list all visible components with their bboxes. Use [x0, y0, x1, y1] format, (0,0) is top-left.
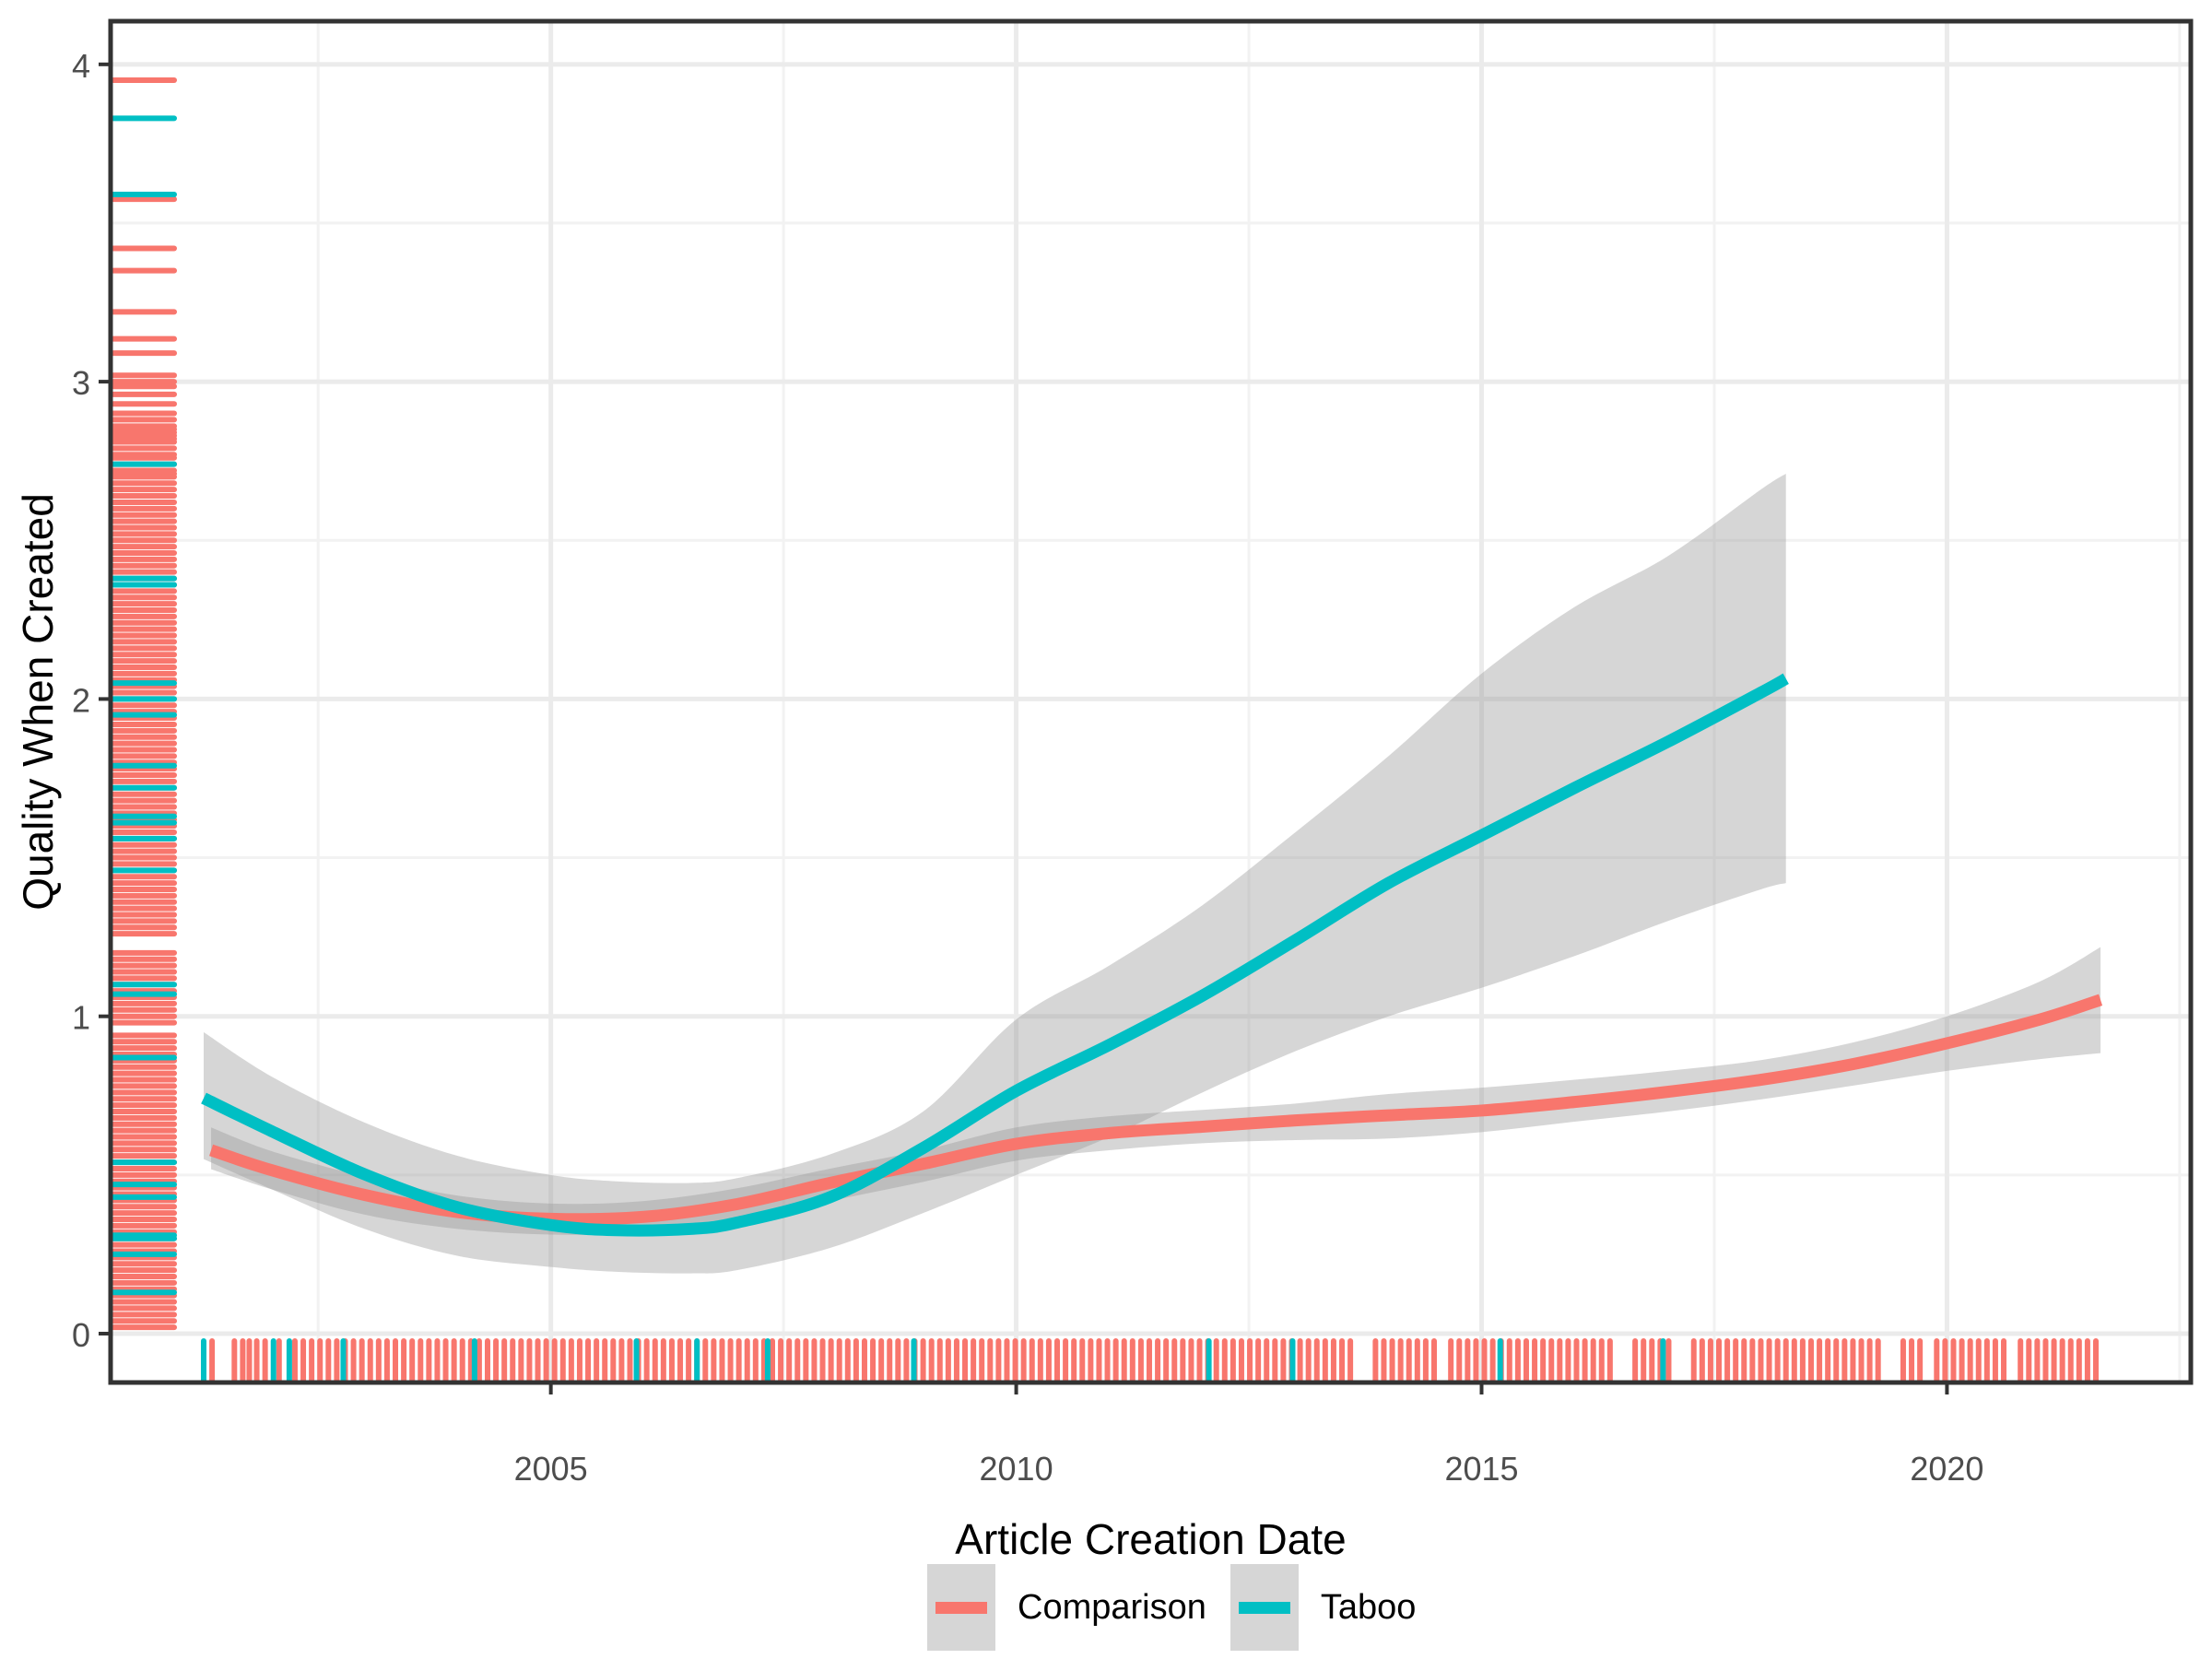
legend-key-taboo-icon: [1230, 1564, 1299, 1651]
x-tick-label: 2010: [980, 1450, 1053, 1488]
grid-minor-lines: [111, 21, 2191, 1382]
rug-left-comparison: [111, 77, 177, 1331]
axis-tick-labels: 0 1 2 3 4 2005 2010 2015 2020: [72, 47, 1983, 1488]
y-tick-label: 0: [72, 1316, 90, 1354]
grid-major-lines: [111, 21, 2191, 1382]
rug-left: [111, 77, 177, 1331]
legend: Comparison Taboo: [927, 1564, 1416, 1651]
x-axis-title: Article Creation Date: [955, 1515, 1346, 1563]
y-tick-label: 3: [72, 364, 90, 402]
smooth-line-taboo: [201, 673, 1789, 1237]
x-tick-label: 2020: [1910, 1450, 1983, 1488]
legend-key-comparison-icon: [927, 1564, 995, 1651]
confidence-ribbons: [203, 473, 2101, 1274]
x-tick-label: 2005: [514, 1450, 588, 1488]
comparison-line-swatch-icon: [935, 1601, 987, 1614]
rug-bottom-comparison: [209, 1338, 2099, 1383]
rug-left-taboo: [111, 115, 177, 1296]
x-tick-label: 2015: [1444, 1450, 1518, 1488]
panel-border: [108, 18, 2194, 1385]
y-tick-label: 4: [72, 47, 90, 85]
rug-bottom: [200, 1338, 2099, 1383]
legend-label-taboo: Taboo: [1320, 1588, 1417, 1627]
smooth-lines: [201, 673, 2103, 1237]
y-tick-label: 1: [72, 999, 90, 1037]
legend-item-comparison: Comparison: [927, 1564, 1206, 1651]
legend-item-taboo: Taboo: [1230, 1564, 1417, 1651]
rug-bottom-taboo: [200, 1338, 1666, 1383]
legend-label-comparison: Comparison: [1018, 1588, 1206, 1627]
taboo-line-swatch-icon: [1238, 1601, 1290, 1614]
y-axis-title: Quality When Created: [14, 493, 62, 911]
y-tick-label: 2: [72, 681, 90, 719]
